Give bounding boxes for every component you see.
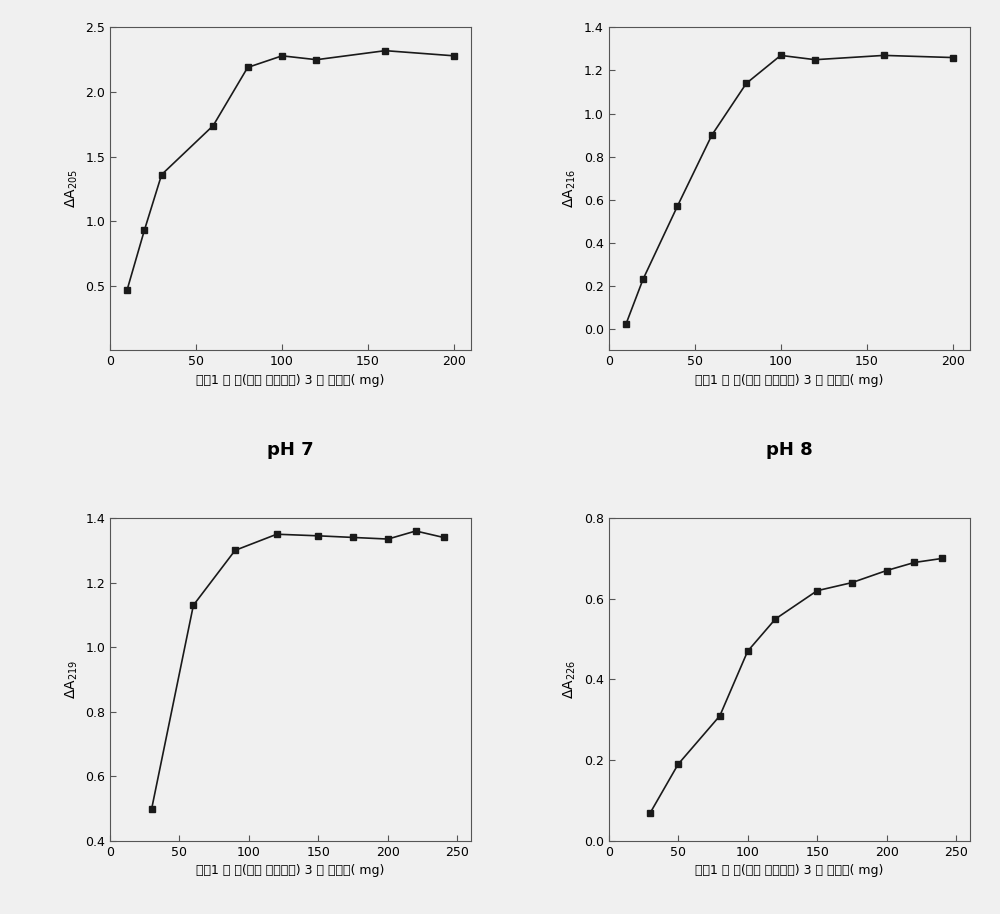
Y-axis label: ΔA$_{226}$: ΔA$_{226}$ bbox=[562, 660, 578, 699]
Y-axis label: ΔA$_{219}$: ΔA$_{219}$ bbox=[63, 660, 80, 699]
X-axis label: 氯刔1 丙 基(三甲 氧基硅基) 3 甲 基咋呀( mg): 氯刔1 丙 基(三甲 氧基硅基) 3 甲 基咋呀( mg) bbox=[196, 865, 385, 877]
Y-axis label: ΔA$_{216}$: ΔA$_{216}$ bbox=[562, 169, 578, 208]
X-axis label: 氯刔1 丙 基(三甲 氧基硅基) 3 甲 基咋呀( mg): 氯刔1 丙 基(三甲 氧基硅基) 3 甲 基咋呀( mg) bbox=[695, 865, 884, 877]
Y-axis label: ΔA$_{205}$: ΔA$_{205}$ bbox=[63, 169, 80, 208]
X-axis label: 氯刔1 丙 基(三甲 氧基硅基) 3 甲 基咋呀( mg): 氯刔1 丙 基(三甲 氧基硅基) 3 甲 基咋呀( mg) bbox=[196, 374, 385, 387]
Text: pH 7: pH 7 bbox=[267, 441, 314, 459]
Text: pH 8: pH 8 bbox=[766, 441, 813, 459]
X-axis label: 氯刔1 丙 基(三甲 氧基硅基) 3 甲 基咋呀( mg): 氯刔1 丙 基(三甲 氧基硅基) 3 甲 基咋呀( mg) bbox=[695, 374, 884, 387]
